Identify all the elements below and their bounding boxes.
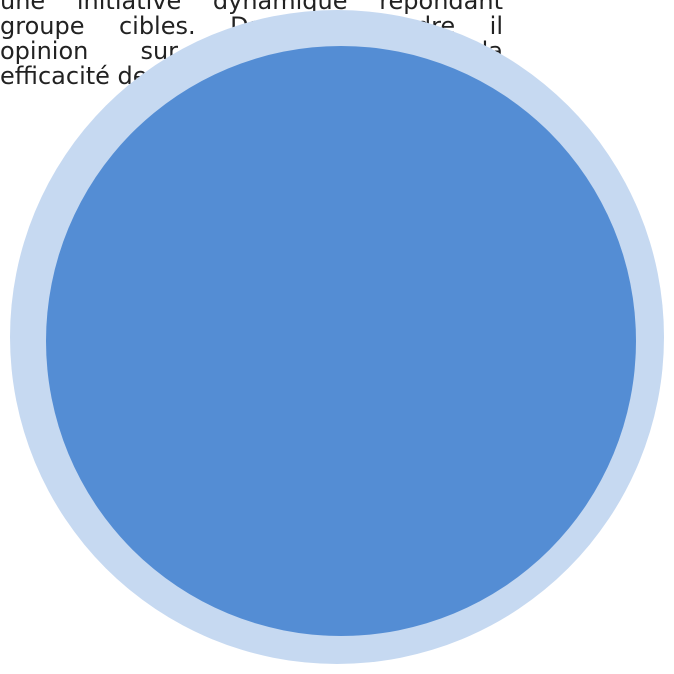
text-line-4: efficacité de xyxy=(0,62,148,90)
text-line-1: une initiative dynamique répondant xyxy=(0,0,503,15)
circle-shape-ring[interactable] xyxy=(10,10,664,664)
circle-shape-fill xyxy=(46,46,636,636)
